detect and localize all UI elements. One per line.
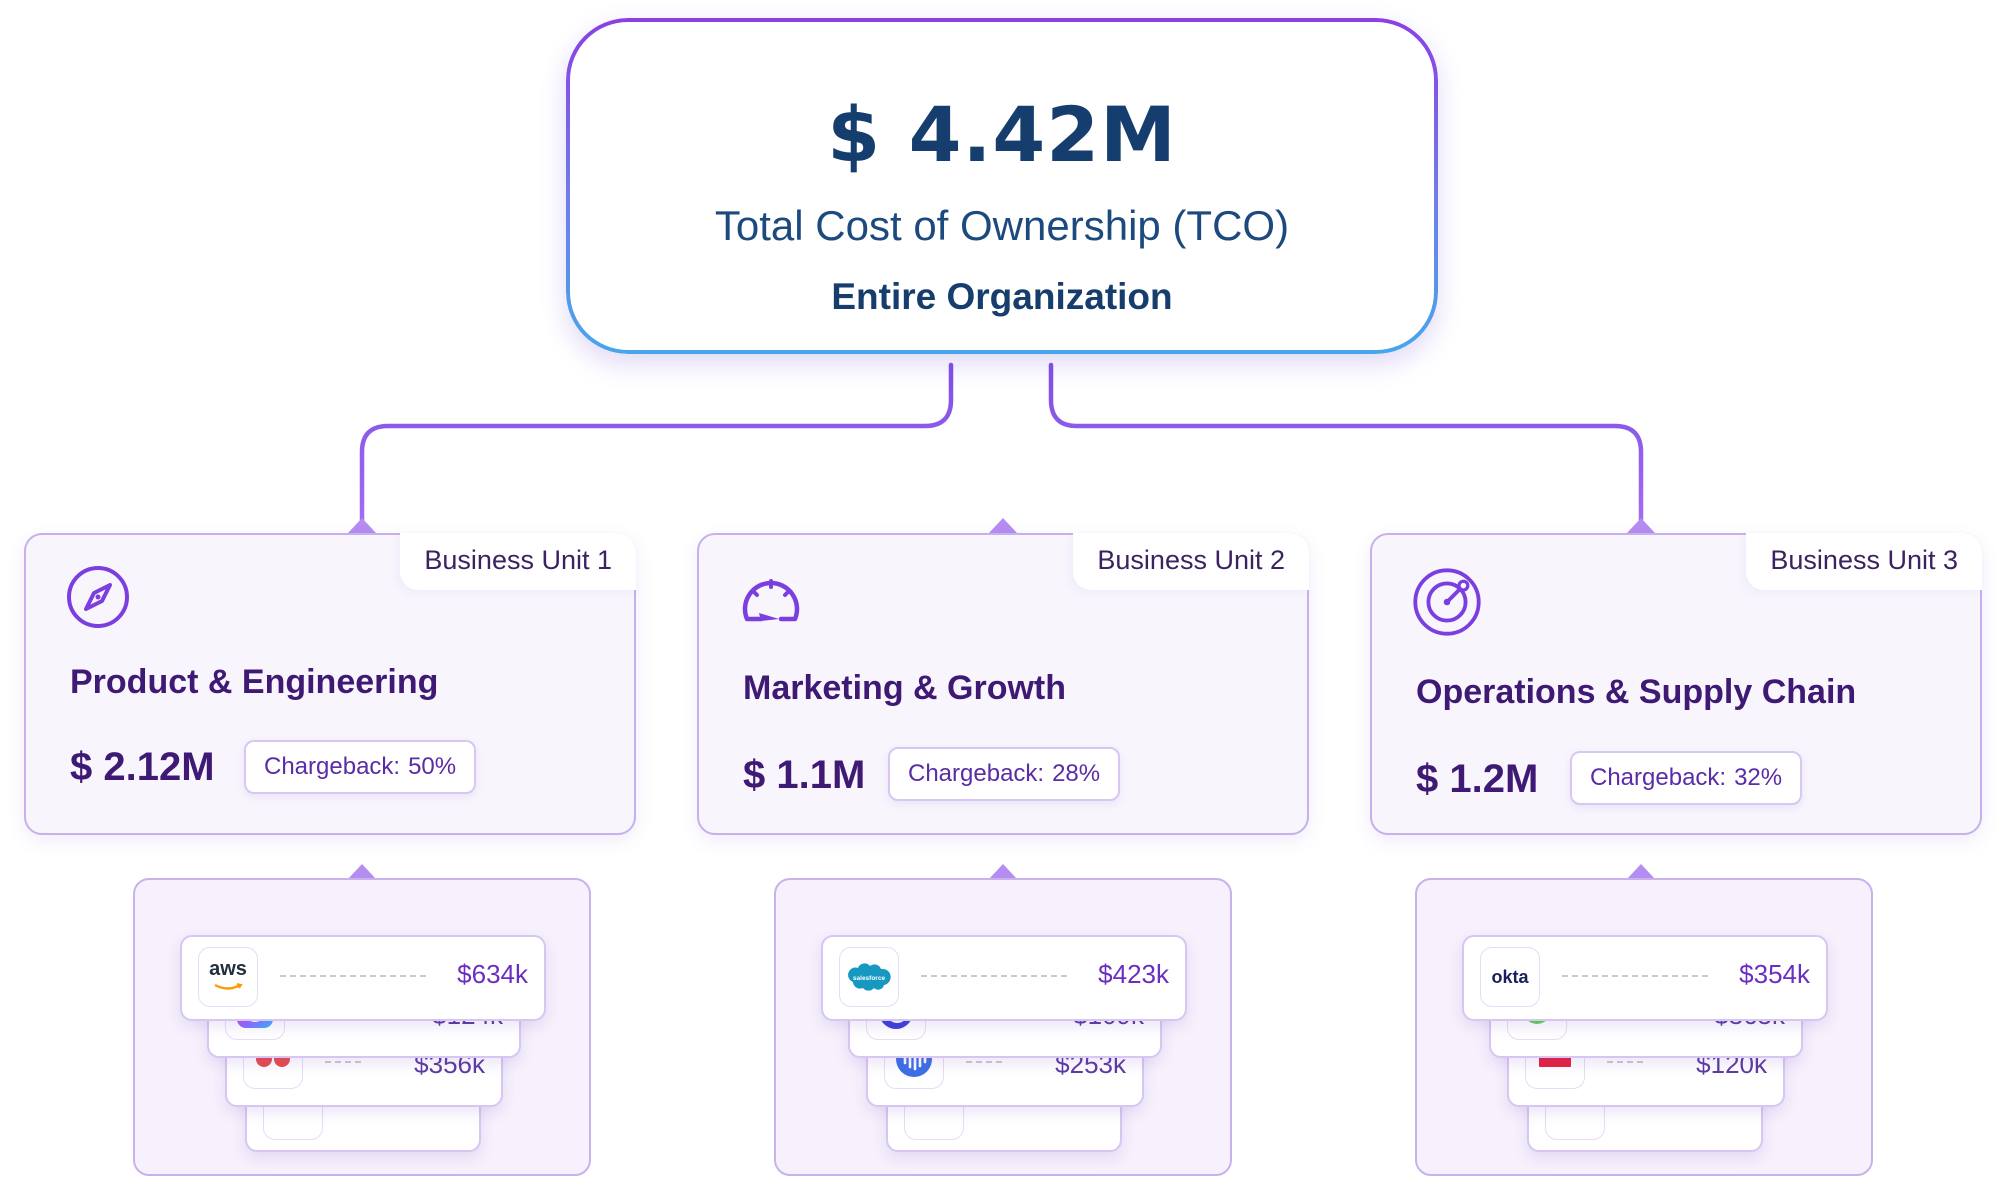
business-unit-tag: Business Unit 3 — [1746, 533, 1982, 590]
business-unit-tag: Business Unit 2 — [1073, 533, 1309, 590]
compass-icon — [67, 566, 129, 628]
radar-icon — [1413, 568, 1481, 636]
vendor-card[interactable]: aws $634k — [180, 935, 546, 1021]
business-unit-name: Marketing & Growth — [743, 669, 1067, 707]
aws-logo: aws — [198, 947, 258, 1007]
salesforce-logo: salesforce — [839, 947, 899, 1007]
arrow-head — [1627, 518, 1655, 533]
arrow-head — [348, 864, 376, 879]
chargeback-value: 28% — [1052, 760, 1101, 787]
chargeback-value: 50% — [408, 753, 457, 780]
business-unit-cost: $ 1.2M — [1416, 757, 1539, 801]
connector-right — [1048, 362, 1644, 525]
business-unit-card-2[interactable]: Business Unit 2 Marketing & Growth $ 1.1… — [697, 533, 1309, 835]
arrow-head — [989, 518, 1017, 533]
chargeback-badge: Chargeback: 50% — [244, 740, 477, 794]
business-unit-card-1[interactable]: Business Unit 1 Product & Engineering $ … — [24, 533, 636, 835]
vendor-amount: $634k — [457, 959, 528, 989]
tco-root-card: $ 4.42M Total Cost of Ownership (TCO) En… — [566, 18, 1438, 354]
business-unit-card-3[interactable]: Business Unit 3 Operations & Supply Chai… — [1370, 533, 1982, 835]
business-unit-cost: $ 2.12M — [70, 745, 215, 789]
vendor-stack-panel-2: $253k $109k salesforce $423k — [774, 878, 1232, 1176]
business-unit-name: Product & Engineering — [70, 663, 439, 701]
speedometer-icon — [742, 579, 800, 622]
vendor-card[interactable]: okta $354k — [1462, 935, 1828, 1021]
chargeback-label: Chargeback: — [908, 760, 1045, 787]
chargeback-badge: Chargeback: 32% — [1570, 751, 1803, 805]
svg-text:salesforce: salesforce — [853, 975, 886, 982]
vendor-amount: $354k — [1739, 959, 1810, 989]
okta-logo: okta — [1480, 947, 1540, 1007]
chargeback-label: Chargeback: — [264, 753, 401, 780]
business-unit-tag: Business Unit 1 — [400, 533, 636, 590]
scope-label: Entire Organization — [831, 276, 1173, 317]
arrow-head — [1627, 864, 1655, 879]
vendor-stack-panel-1: $356k $124k aws $634k — [133, 878, 591, 1176]
chargeback-value: 32% — [1734, 764, 1783, 791]
business-unit-name: Operations & Supply Chain — [1416, 673, 1857, 711]
business-unit-cost: $ 1.1M — [743, 753, 866, 797]
vendor-stack-panel-3: $120k $365k okta $354k — [1415, 878, 1873, 1176]
arrow-head — [989, 864, 1017, 879]
vendor-amount: $423k — [1098, 959, 1169, 989]
chargeback-badge: Chargeback: 28% — [888, 747, 1121, 801]
total-tco-amount: $ 4.42M — [827, 90, 1177, 179]
vendor-card[interactable]: salesforce $423k — [821, 935, 1187, 1021]
arrow-head — [348, 518, 376, 533]
chargeback-label: Chargeback: — [1590, 764, 1727, 791]
tco-label: Total Cost of Ownership (TCO) — [714, 202, 1290, 249]
connector-left — [359, 362, 954, 525]
